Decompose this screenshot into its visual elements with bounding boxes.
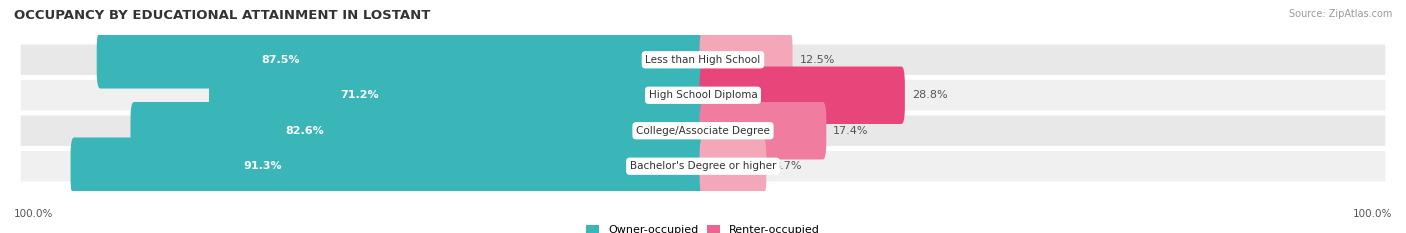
Text: OCCUPANCY BY EDUCATIONAL ATTAINMENT IN LOSTANT: OCCUPANCY BY EDUCATIONAL ATTAINMENT IN L… bbox=[14, 9, 430, 22]
FancyBboxPatch shape bbox=[21, 80, 1385, 110]
Text: 28.8%: 28.8% bbox=[911, 90, 948, 100]
Text: Bachelor's Degree or higher: Bachelor's Degree or higher bbox=[630, 161, 776, 171]
FancyBboxPatch shape bbox=[700, 137, 766, 195]
Text: 12.5%: 12.5% bbox=[800, 55, 835, 65]
FancyBboxPatch shape bbox=[700, 67, 905, 124]
FancyBboxPatch shape bbox=[97, 31, 706, 89]
FancyBboxPatch shape bbox=[21, 45, 1385, 75]
Text: High School Diploma: High School Diploma bbox=[648, 90, 758, 100]
FancyBboxPatch shape bbox=[131, 102, 706, 159]
Text: 100.0%: 100.0% bbox=[14, 209, 53, 219]
Text: 17.4%: 17.4% bbox=[834, 126, 869, 136]
Text: College/Associate Degree: College/Associate Degree bbox=[636, 126, 770, 136]
FancyBboxPatch shape bbox=[700, 102, 827, 159]
Text: 8.7%: 8.7% bbox=[773, 161, 801, 171]
Text: Less than High School: Less than High School bbox=[645, 55, 761, 65]
Text: Source: ZipAtlas.com: Source: ZipAtlas.com bbox=[1288, 9, 1392, 19]
FancyBboxPatch shape bbox=[70, 137, 706, 195]
FancyBboxPatch shape bbox=[209, 67, 706, 124]
Text: 100.0%: 100.0% bbox=[1353, 209, 1392, 219]
Text: 71.2%: 71.2% bbox=[340, 90, 380, 100]
Text: 87.5%: 87.5% bbox=[262, 55, 301, 65]
Text: 91.3%: 91.3% bbox=[243, 161, 283, 171]
Legend: Owner-occupied, Renter-occupied: Owner-occupied, Renter-occupied bbox=[586, 225, 820, 233]
FancyBboxPatch shape bbox=[700, 31, 793, 89]
FancyBboxPatch shape bbox=[21, 151, 1385, 182]
Text: 82.6%: 82.6% bbox=[285, 126, 323, 136]
FancyBboxPatch shape bbox=[21, 116, 1385, 146]
